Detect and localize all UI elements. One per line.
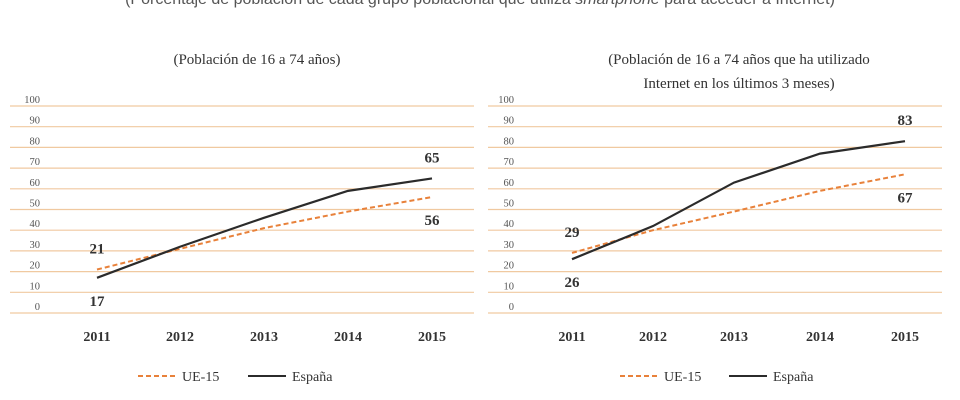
y-tick-label: 50 [30, 199, 41, 210]
legend-label: UE-15 [664, 370, 701, 385]
y-tick-label: 100 [24, 95, 40, 106]
x-tick-label: 2011 [83, 330, 110, 345]
legend-label: UE-15 [182, 370, 219, 385]
x-tick-label: 2012 [166, 330, 194, 345]
data-label: 29 [565, 225, 580, 241]
y-tick-label: 100 [498, 95, 514, 106]
data-label: 17 [90, 294, 106, 310]
y-tick-label: 30 [504, 240, 515, 251]
x-tick-label: 2012 [639, 330, 667, 345]
y-tick-label: 50 [504, 199, 515, 210]
caption-suffix: para acceder a Internet) [660, 0, 835, 8]
y-tick-label: 30 [30, 240, 41, 251]
x-tick-label: 2014 [334, 330, 362, 345]
y-tick-label: 0 [35, 302, 40, 313]
figure-caption: (Porcentaje de población de cada grupo p… [0, 0, 960, 9]
data-label: 21 [90, 242, 105, 258]
x-tick-label: 2015 [418, 330, 446, 345]
y-tick-label: 40 [30, 219, 41, 230]
legend-label: España [292, 370, 333, 385]
y-tick-label: 20 [504, 261, 515, 272]
data-label: 56 [425, 213, 441, 229]
caption-prefix: (Porcentaje de población de cada grupo p… [125, 0, 575, 8]
y-tick-label: 90 [504, 116, 515, 127]
caption-emphasis: smartphone [575, 0, 660, 8]
y-tick-label: 80 [30, 136, 41, 147]
y-tick-label: 80 [504, 136, 515, 147]
legend-label: España [773, 370, 814, 385]
chart-title: (Población de 16 a 74 años que ha utiliz… [608, 52, 870, 68]
series-line-espana [571, 140, 906, 261]
data-label: 65 [425, 150, 440, 166]
x-tick-label: 2014 [806, 330, 834, 345]
x-tick-label: 2013 [250, 330, 278, 345]
series-line-ue15 [571, 173, 906, 254]
y-tick-label: 10 [504, 281, 515, 292]
data-label: 26 [565, 275, 581, 291]
y-tick-label: 0 [509, 302, 514, 313]
series-line-espana [96, 177, 433, 279]
x-tick-label: 2013 [720, 330, 748, 345]
x-tick-label: 2011 [558, 330, 585, 345]
y-tick-label: 90 [30, 116, 41, 127]
chart-title: (Población de 16 a 74 años) [173, 52, 340, 68]
y-tick-label: 40 [504, 219, 515, 230]
data-label: 67 [898, 190, 914, 206]
y-tick-label: 60 [504, 178, 515, 189]
chart-subtitle: Internet en los últimos 3 meses) [643, 76, 834, 92]
y-tick-label: 70 [30, 157, 41, 168]
y-tick-label: 20 [30, 261, 41, 272]
series-line-ue15 [96, 196, 433, 271]
data-label: 83 [898, 113, 913, 129]
x-tick-label: 2015 [891, 330, 919, 345]
y-tick-label: 70 [504, 157, 515, 168]
y-tick-label: 60 [30, 178, 41, 189]
y-tick-label: 10 [30, 281, 41, 292]
